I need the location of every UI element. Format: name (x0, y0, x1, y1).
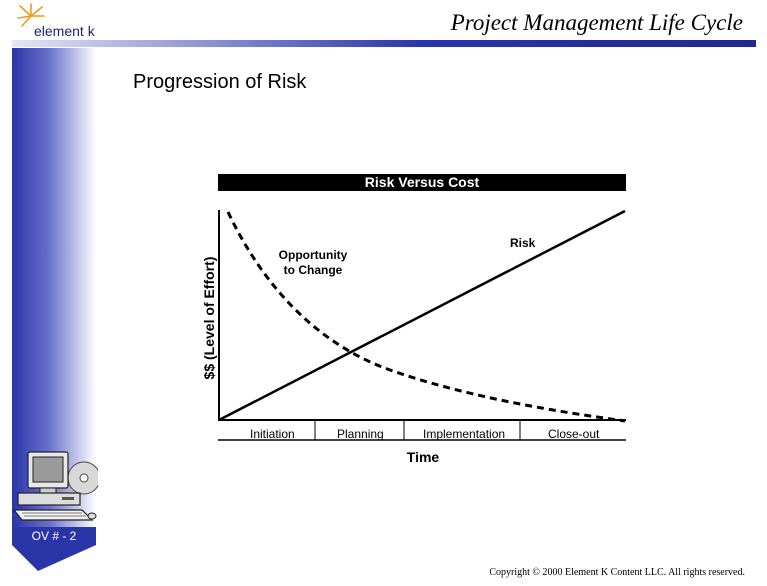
opportunity-label-line1: Opportunity (278, 248, 348, 262)
copyright: Copyright © 2000 Element K Content LLC. … (489, 567, 745, 578)
page-title: Project Management Life Cycle (450, 10, 743, 35)
risk-label: Risk (510, 236, 536, 250)
slide-number-box (12, 527, 96, 545)
phase-label: Planning (337, 427, 384, 441)
opportunity-label: Opportunity to Change (273, 248, 353, 278)
risk-line (218, 209, 626, 422)
sidebar-gradient (12, 48, 96, 528)
starburst-icon (17, 3, 45, 27)
y-axis-label: $$ (Level of Effort) (201, 256, 217, 380)
phase-label: Implementation (423, 427, 506, 441)
phase-label: Initiation (250, 427, 295, 441)
opportunity-label-line2: to Change (283, 263, 343, 277)
chart-title: Risk Versus Cost (364, 174, 480, 190)
slide-number: OV # - 2 (31, 529, 77, 543)
slide-heading: Progression of Risk (133, 71, 307, 93)
computer-cd-icon (12, 451, 98, 521)
logo-text: element k (34, 23, 95, 39)
chart-title-bar (218, 174, 626, 191)
slide-number-pointer (12, 545, 96, 571)
x-axis-label: Time (406, 449, 440, 465)
phase-label: Close-out (548, 427, 600, 441)
opportunity-curve (226, 211, 626, 423)
header-bar (12, 40, 756, 47)
